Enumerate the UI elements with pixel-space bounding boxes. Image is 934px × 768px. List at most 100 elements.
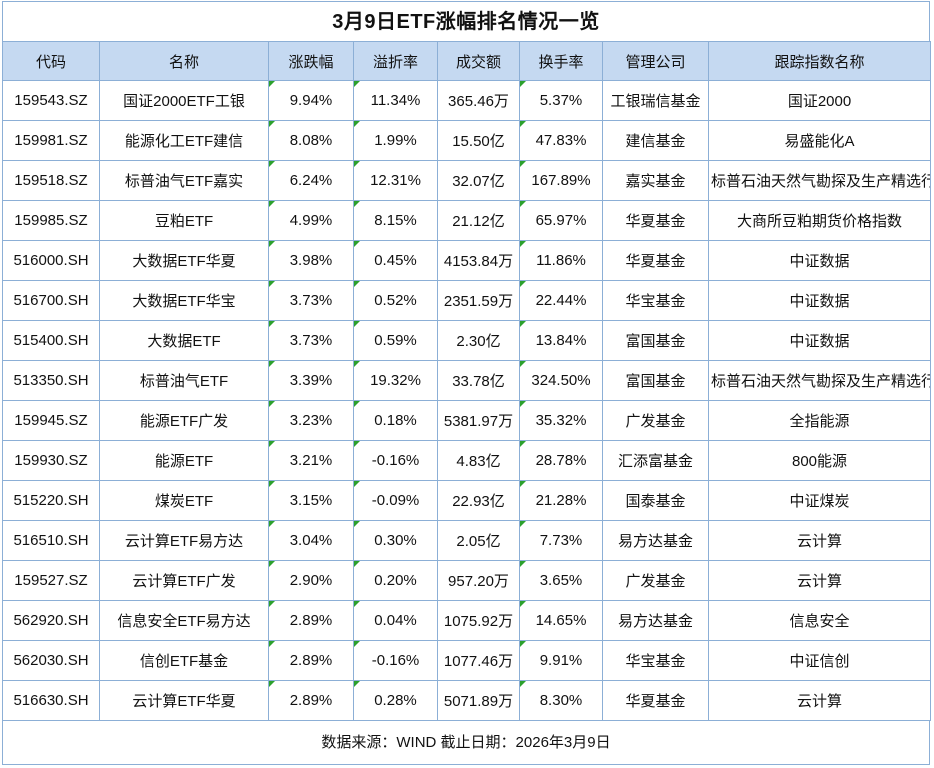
- cell-corner-marker-icon: [354, 281, 360, 287]
- cell-corner-marker-icon: [269, 561, 275, 567]
- table-cell: 国泰基金: [602, 480, 709, 521]
- table-cell: 大数据ETF: [99, 320, 269, 361]
- cell-corner-marker-icon: [269, 321, 275, 327]
- table-cell: 11.86%: [519, 240, 603, 281]
- column-header: 涨跌幅: [268, 41, 354, 81]
- table-cell: 易方达基金: [602, 520, 709, 561]
- table-cell: 22.44%: [519, 280, 603, 321]
- column-header: 代码: [2, 41, 100, 81]
- cell-corner-marker-icon: [354, 81, 360, 87]
- table-cell: 能源化工ETF建信: [99, 120, 269, 161]
- cell-corner-marker-icon: [354, 161, 360, 167]
- table-cell: 0.45%: [353, 240, 438, 281]
- cell-corner-marker-icon: [354, 601, 360, 607]
- table-cell: 3.73%: [268, 280, 354, 321]
- table-cell: 大数据ETF华夏: [99, 240, 269, 281]
- column-header: 名称: [99, 41, 269, 81]
- table-cell: 中证煤炭: [708, 480, 931, 521]
- table-cell: 标普油气ETF嘉实: [99, 160, 269, 201]
- table-row: 159981.SZ 能源化工ETF建信 8.08% 1.99% 15.50亿 47.83%…: [2, 120, 931, 161]
- table-cell: 华宝基金: [602, 280, 709, 321]
- table-cell: 0.28%: [353, 680, 438, 721]
- table-cell: 9.91%: [519, 640, 603, 681]
- table-cell: 65.97%: [519, 200, 603, 241]
- cell-corner-marker-icon: [354, 561, 360, 567]
- table-cell: 华夏基金: [602, 680, 709, 721]
- cell-corner-marker-icon: [520, 81, 526, 87]
- table-cell: 8.30%: [519, 680, 603, 721]
- table-cell: 7.73%: [519, 520, 603, 561]
- table-cell: 8.08%: [268, 120, 354, 161]
- table-cell: 信息安全: [708, 600, 931, 641]
- table-row: 516510.SH 云计算ETF易方达 3.04% 0.30% 2.05亿 7.73% 易方…: [2, 520, 931, 561]
- table-cell: 云计算: [708, 560, 931, 601]
- cell-corner-marker-icon: [520, 561, 526, 567]
- table-row: 159930.SZ 能源ETF 3.21% -0.16% 4.83亿 28.78% 汇添富基…: [2, 440, 931, 481]
- table-cell: 2.90%: [268, 560, 354, 601]
- table-cell: 14.65%: [519, 600, 603, 641]
- table-cell: 易方达基金: [602, 600, 709, 641]
- cell-corner-marker-icon: [354, 321, 360, 327]
- table-cell: 2.89%: [268, 640, 354, 681]
- table-cell: 工银瑞信基金: [602, 80, 709, 121]
- table-cell: 建信基金: [602, 120, 709, 161]
- cell-corner-marker-icon: [354, 681, 360, 687]
- table-cell: 365.46万: [437, 80, 520, 121]
- table-row: 159518.SZ 标普油气ETF嘉实 6.24% 12.31% 32.07亿 167.8…: [2, 160, 931, 201]
- etf-ranking-table: 代码 名称 涨跌幅 溢折率 成交额 换手率 管理公司 跟踪指数名称 159543.SZ 国证20…: [2, 41, 931, 721]
- table-cell: 516630.SH: [2, 680, 100, 721]
- table-cell: 47.83%: [519, 120, 603, 161]
- table-cell: 35.32%: [519, 400, 603, 441]
- table-cell: 5071.89万: [437, 680, 520, 721]
- cell-corner-marker-icon: [520, 681, 526, 687]
- cell-corner-marker-icon: [520, 601, 526, 607]
- table-cell: 华宝基金: [602, 640, 709, 681]
- cell-corner-marker-icon: [354, 401, 360, 407]
- cell-corner-marker-icon: [269, 201, 275, 207]
- table-cell: 11.34%: [353, 80, 438, 121]
- cell-corner-marker-icon: [520, 641, 526, 647]
- table-row: 513350.SH 标普油气ETF 3.39% 19.32% 33.78亿 324.50%…: [2, 360, 931, 401]
- page-title: 3月9日ETF涨幅排名情况一览: [2, 1, 930, 41]
- table-cell: 22.93亿: [437, 480, 520, 521]
- table-row: 159527.SZ 云计算ETF广发 2.90% 0.20% 957.20万 3.65% 广…: [2, 560, 931, 601]
- table-cell: 957.20万: [437, 560, 520, 601]
- table-cell: 562030.SH: [2, 640, 100, 681]
- cell-corner-marker-icon: [354, 201, 360, 207]
- table-cell: 国证2000: [708, 80, 931, 121]
- table-cell: 富国基金: [602, 320, 709, 361]
- cell-corner-marker-icon: [269, 121, 275, 127]
- table-cell: 信息安全ETF易方达: [99, 600, 269, 641]
- table-cell: 2.30亿: [437, 320, 520, 361]
- table-cell: 159985.SZ: [2, 200, 100, 241]
- table-header: 代码 名称 涨跌幅 溢折率 成交额 换手率 管理公司 跟踪指数名称: [2, 41, 931, 81]
- table-cell: 3.04%: [268, 520, 354, 561]
- table-cell: 8.15%: [353, 200, 438, 241]
- table-cell: 562920.SH: [2, 600, 100, 641]
- table-cell: 云计算ETF广发: [99, 560, 269, 601]
- cell-corner-marker-icon: [354, 121, 360, 127]
- table-cell: 3.65%: [519, 560, 603, 601]
- table-cell: 3.15%: [268, 480, 354, 521]
- table-cell: 33.78亿: [437, 360, 520, 401]
- cell-corner-marker-icon: [520, 481, 526, 487]
- cell-corner-marker-icon: [269, 641, 275, 647]
- table-cell: 9.94%: [268, 80, 354, 121]
- cell-corner-marker-icon: [520, 401, 526, 407]
- table-cell: 豆粕ETF: [99, 200, 269, 241]
- table-cell: 易盛能化A: [708, 120, 931, 161]
- cell-corner-marker-icon: [520, 241, 526, 247]
- table-cell: 513350.SH: [2, 360, 100, 401]
- cell-corner-marker-icon: [269, 601, 275, 607]
- cell-corner-marker-icon: [269, 361, 275, 367]
- table-cell: 中证信创: [708, 640, 931, 681]
- table-cell: 800能源: [708, 440, 931, 481]
- table-cell: 华夏基金: [602, 200, 709, 241]
- table-cell: 能源ETF广发: [99, 400, 269, 441]
- table-cell: 13.84%: [519, 320, 603, 361]
- cell-corner-marker-icon: [354, 241, 360, 247]
- table-cell: 云计算: [708, 520, 931, 561]
- table-cell: 3.98%: [268, 240, 354, 281]
- table-cell: 云计算: [708, 680, 931, 721]
- table-row: 562920.SH 信息安全ETF易方达 2.89% 0.04% 1075.92万 14.…: [2, 600, 931, 641]
